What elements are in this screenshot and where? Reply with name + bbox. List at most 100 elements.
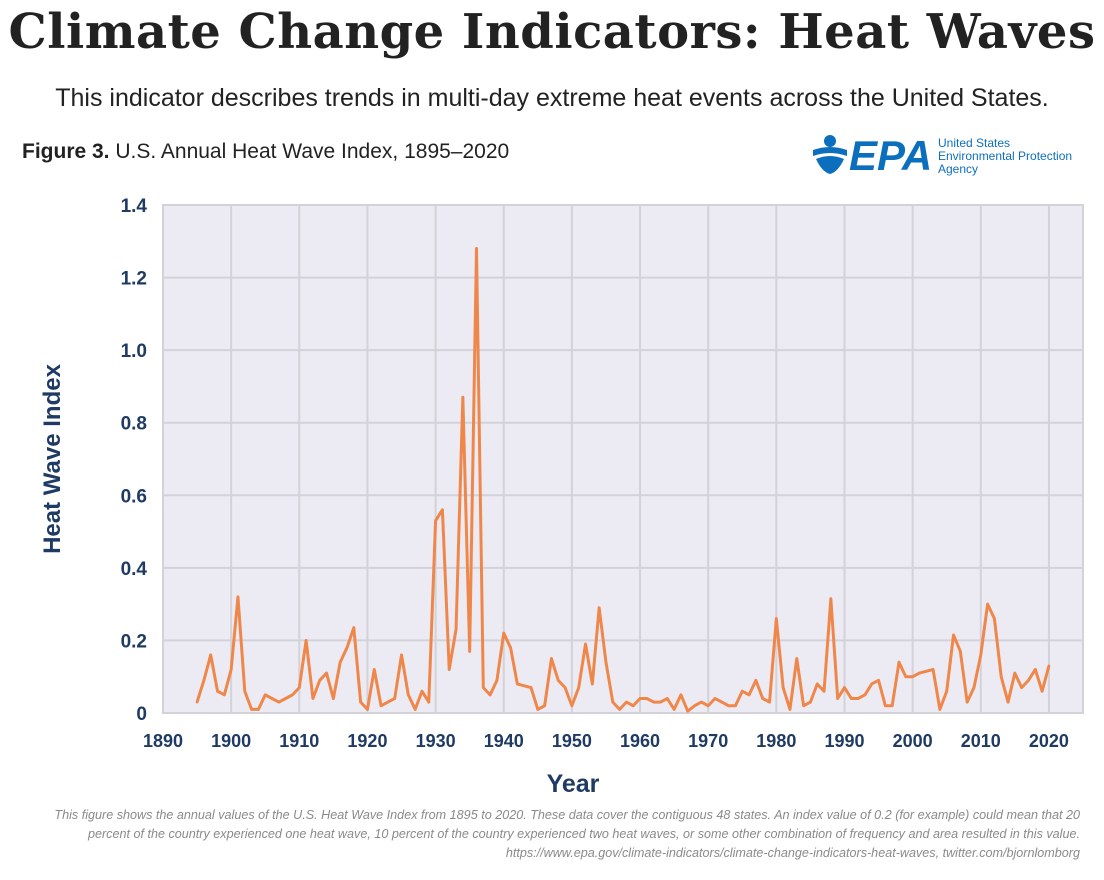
x-tick-label: 1990: [824, 731, 864, 751]
y-tick-label: 0: [136, 704, 147, 725]
data-point: [434, 519, 437, 522]
data-point: [202, 679, 206, 682]
data-point: [713, 697, 717, 700]
data-point: [999, 675, 1003, 679]
data-point: [461, 396, 465, 399]
plot-area: [162, 204, 1084, 714]
data-point: [591, 682, 594, 686]
data-point: [297, 686, 301, 689]
data-point: [311, 697, 315, 700]
data-point: [734, 704, 737, 708]
data-point: [420, 689, 424, 693]
x-tick-label: 1900: [211, 731, 251, 751]
data-point: [1020, 686, 1023, 689]
data-point: [877, 679, 880, 682]
data-point: [495, 679, 499, 682]
data-point: [223, 693, 226, 697]
x-tick-label: 1890: [143, 731, 183, 751]
data-point: [665, 697, 669, 700]
data-point: [679, 693, 683, 697]
data-point: [693, 704, 696, 708]
data-point: [563, 686, 567, 689]
data-point: [529, 686, 533, 689]
data-point: [952, 633, 955, 637]
data-point: [400, 653, 403, 657]
x-tick-label: 2010: [961, 731, 1001, 751]
x-tick-label: 1940: [484, 731, 524, 751]
data-point: [332, 697, 335, 700]
data-point: [236, 595, 240, 599]
data-point: [1040, 689, 1044, 693]
data-point: [263, 693, 267, 697]
data-point: [209, 653, 213, 657]
data-point: [570, 704, 574, 708]
data-point: [938, 708, 942, 711]
data-point: [924, 669, 928, 673]
subtitle: This indicator describes trends in multi…: [55, 84, 1049, 112]
data-point: [781, 686, 785, 689]
data-point: [972, 686, 976, 689]
x-axis-label: Year: [547, 770, 600, 798]
data-point: [768, 700, 771, 704]
data-point: [1027, 679, 1030, 682]
data-point: [686, 709, 690, 713]
figure-caption: Figure 3. U.S. Annual Heat Wave Index, 1…: [22, 140, 509, 164]
data-point: [809, 700, 812, 704]
data-point: [747, 693, 751, 697]
y-axis-ticks: 0 0.2 0.4 0.6 0.8 1.0 1.2 1.4: [121, 196, 148, 725]
epa-agency-line2: Environmental Protection: [938, 149, 1072, 163]
data-point: [815, 682, 819, 686]
data-point: [366, 708, 369, 711]
data-point: [195, 700, 199, 704]
data-point: [243, 689, 247, 693]
data-point: [379, 704, 383, 708]
data-point: [1047, 664, 1051, 668]
x-axis-ticks: 1890 1900 1910 1920 1930 1940 1950 1960 1970 1980…: [143, 731, 1069, 751]
data-point: [829, 597, 833, 600]
data-point: [257, 708, 260, 711]
data-point: [393, 697, 397, 700]
data-point: [250, 708, 253, 711]
data-point: [556, 679, 560, 682]
x-tick-label: 1930: [416, 731, 456, 751]
data-point: [427, 700, 431, 704]
data-point: [618, 708, 621, 711]
figure-label: Figure 3.: [22, 140, 110, 163]
data-point: [993, 617, 996, 620]
heat-wave-chart: 00.20.40.60.81.01.21.4 1890 1900 1910 1920 1…: [39, 196, 1084, 798]
x-tick-label: 2020: [1029, 731, 1069, 751]
data-point: [407, 693, 410, 697]
data-point: [945, 689, 949, 693]
data-point: [454, 628, 458, 631]
data-point: [536, 708, 540, 711]
data-point: [965, 700, 969, 704]
data-point: [277, 700, 281, 704]
data-point: [863, 693, 867, 697]
data-point: [638, 697, 642, 700]
data-point: [611, 700, 615, 704]
data-point: [822, 689, 826, 693]
data-point: [584, 642, 587, 646]
data-point: [652, 700, 655, 704]
data-point: [481, 686, 485, 689]
data-point: [931, 668, 935, 671]
y-tick-label: 0.2: [121, 631, 147, 652]
data-point: [706, 704, 710, 708]
data-point: [509, 646, 512, 649]
data-point: [516, 682, 519, 686]
data-point: [740, 689, 744, 693]
data-point: [775, 617, 778, 620]
data-point: [727, 704, 730, 708]
epa-logo: EPA United States Environmental Protecti…: [813, 132, 1072, 179]
epa-agency-line1: United States: [938, 136, 1010, 150]
data-point: [597, 606, 601, 610]
data-point: [1033, 668, 1037, 671]
data-point: [904, 675, 908, 679]
data-point: [959, 650, 962, 653]
y-tick-label: 0.8: [121, 414, 147, 435]
data-point: [897, 660, 901, 664]
data-point: [577, 686, 581, 689]
data-point: [918, 671, 921, 675]
data-point: [441, 508, 444, 512]
x-tick-label: 2000: [893, 731, 933, 751]
